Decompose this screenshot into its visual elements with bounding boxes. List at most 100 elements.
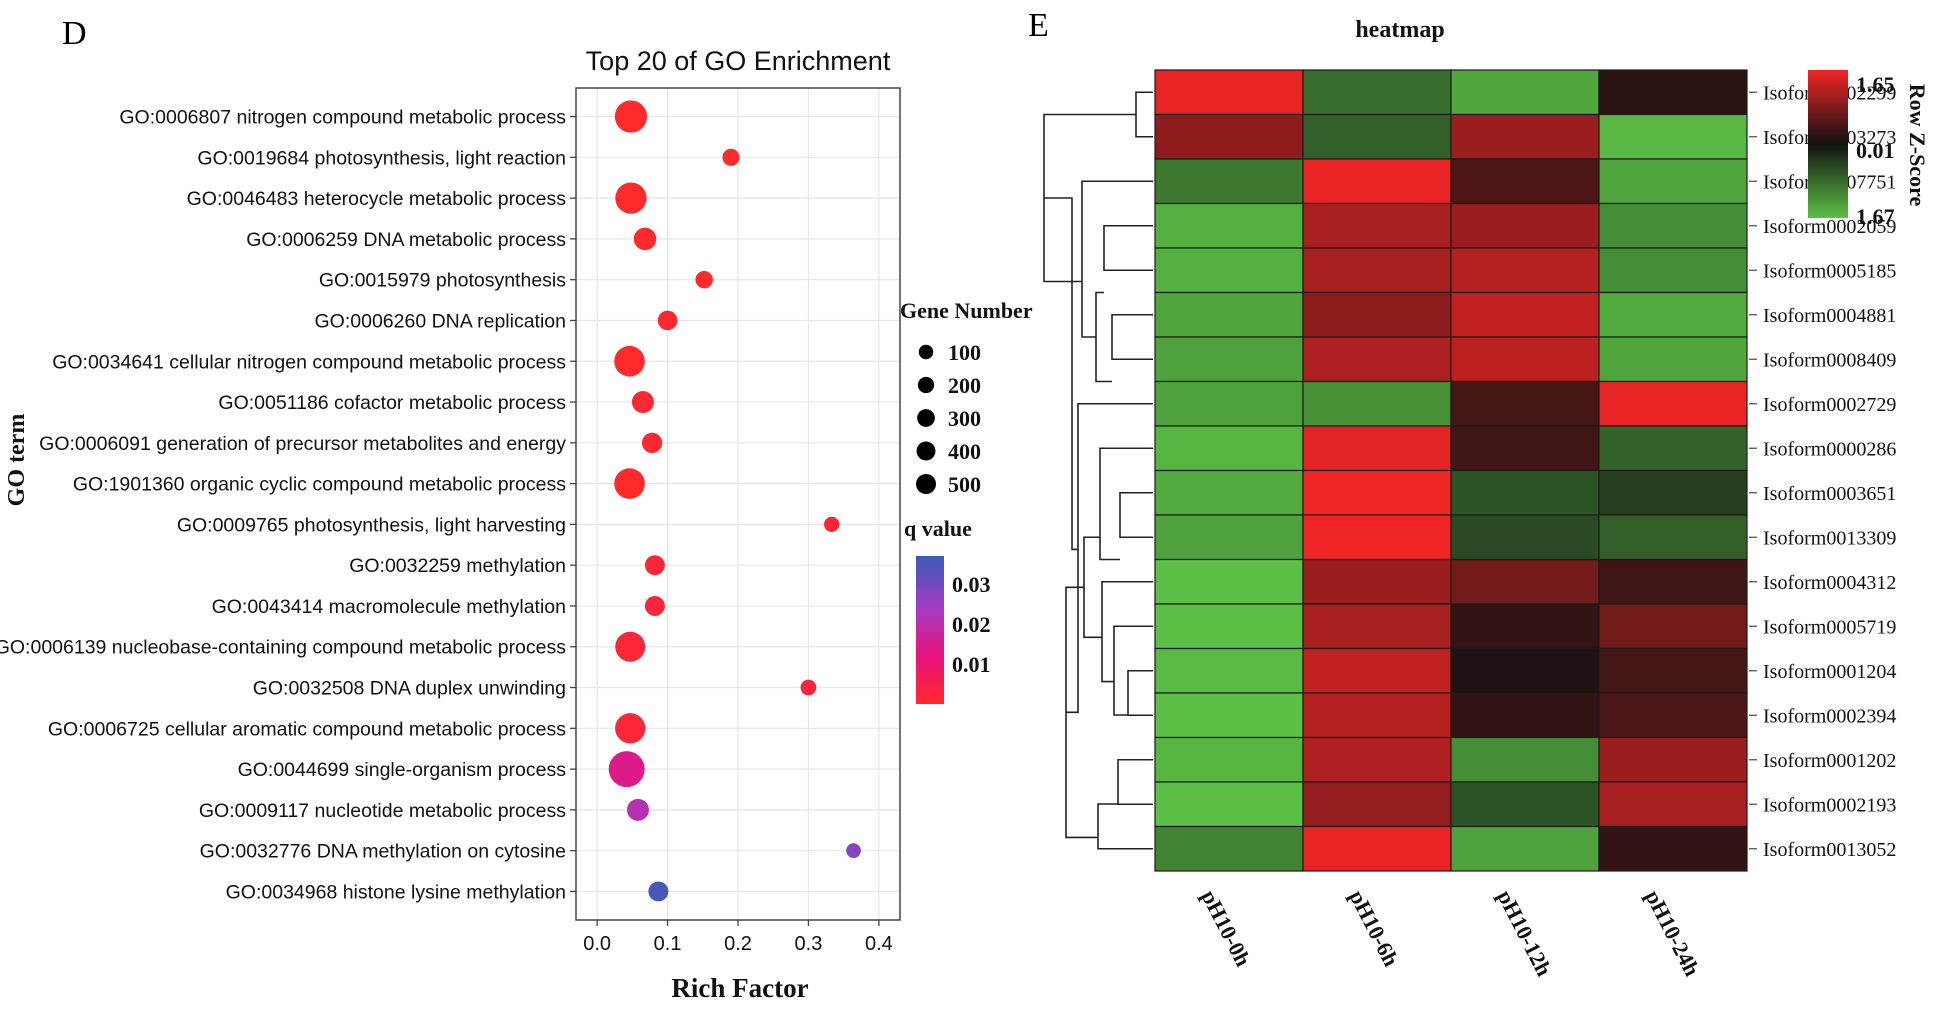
heatmap-cell bbox=[1302, 514, 1452, 561]
heatmap-cell bbox=[1154, 425, 1304, 472]
grid bbox=[576, 88, 900, 920]
heatmap-cell bbox=[1154, 291, 1304, 338]
row-label: Isoform0002059 bbox=[1763, 216, 1896, 238]
dendrogram-branch bbox=[1135, 91, 1153, 138]
heatmap-cell bbox=[1598, 647, 1748, 694]
heatmap-cell bbox=[1450, 291, 1600, 338]
dendrogram-branch bbox=[1066, 402, 1153, 714]
heatmap-cell bbox=[1450, 202, 1600, 249]
color-legend-title: q value bbox=[904, 516, 972, 541]
size-legend-label: 100 bbox=[948, 340, 981, 365]
heatmap-cell bbox=[1154, 247, 1304, 294]
heatmap-cells bbox=[1154, 69, 1748, 872]
size-legend: 100 200 300 400 500 bbox=[916, 340, 981, 497]
row-dendrogram bbox=[1043, 91, 1153, 850]
heatmap-cell bbox=[1450, 514, 1600, 561]
heatmap-panel: E heatmap Isoform0002299Isoform0003273Is… bbox=[1028, 7, 1930, 980]
y-tick-label: GO:0032508 DNA duplex unwinding bbox=[253, 678, 566, 700]
bubble bbox=[626, 798, 649, 821]
size-legend-dot bbox=[918, 344, 934, 360]
heatmap-cell bbox=[1598, 380, 1748, 427]
x-tick-label: 0.2 bbox=[724, 933, 752, 955]
heatmap-cell bbox=[1598, 113, 1748, 160]
z-score-tick-label: 0.01 bbox=[1856, 138, 1895, 163]
bubble bbox=[800, 679, 817, 696]
bubble bbox=[648, 881, 669, 902]
bubble bbox=[615, 631, 646, 662]
heatmap-cell bbox=[1598, 158, 1748, 205]
heatmap-cell bbox=[1302, 692, 1452, 739]
heatmap-cell bbox=[1598, 692, 1748, 739]
heatmap-cell bbox=[1450, 113, 1600, 160]
y-tick-label: GO:0044699 single-organism process bbox=[238, 759, 567, 781]
heatmap-cell bbox=[1598, 469, 1748, 516]
heatmap-cell bbox=[1450, 558, 1600, 605]
row-label: Isoform0013052 bbox=[1763, 839, 1896, 861]
heatmap-cell bbox=[1598, 336, 1748, 383]
heatmap-cell bbox=[1302, 158, 1452, 205]
y-axis: GO:0006807 nitrogen compound metabolic p… bbox=[0, 107, 576, 903]
row-label: Isoform0005719 bbox=[1763, 616, 1896, 638]
row-label: Isoform0005185 bbox=[1763, 260, 1896, 282]
heatmap-cell bbox=[1598, 247, 1748, 294]
heatmap-cell bbox=[1450, 736, 1600, 783]
column-label: pH10-6h bbox=[1345, 886, 1404, 970]
heatmap-cell bbox=[1450, 647, 1600, 694]
y-tick-label: GO:0006259 DNA metabolic process bbox=[246, 229, 566, 251]
column-label: pH10-12h bbox=[1493, 886, 1557, 980]
heatmap-cell bbox=[1302, 291, 1452, 338]
row-label: Isoform0002193 bbox=[1763, 794, 1896, 816]
heatmap-cell bbox=[1302, 647, 1452, 694]
x-tick-label: 0.0 bbox=[583, 933, 611, 955]
heatmap-cell bbox=[1154, 514, 1304, 561]
heatmap-cell bbox=[1302, 603, 1452, 650]
heatmap-cell bbox=[1154, 603, 1304, 650]
q-value-tick-label: 0.01 bbox=[952, 652, 991, 677]
heatmap-cell bbox=[1450, 336, 1600, 383]
heatmap-cell bbox=[1598, 603, 1748, 650]
heatmap-cell bbox=[1450, 425, 1600, 472]
dendrogram-branch bbox=[1044, 197, 1078, 551]
row-labels: Isoform0002299Isoform0003273Isoform00077… bbox=[1749, 82, 1896, 861]
bubble bbox=[615, 713, 646, 744]
y-tick-label: GO:0043414 macromolecule methylation bbox=[212, 596, 566, 618]
heatmap-cell bbox=[1154, 69, 1304, 116]
heatmap-cell bbox=[1598, 69, 1748, 116]
y-tick-label: GO:0006807 nitrogen compound metabolic p… bbox=[119, 107, 566, 129]
heatmap-cell bbox=[1598, 825, 1748, 872]
row-label: Isoform0008409 bbox=[1763, 349, 1896, 371]
heatmap-cell bbox=[1302, 736, 1452, 783]
heatmap-cell bbox=[1598, 202, 1748, 249]
dendrogram-branch bbox=[1101, 580, 1153, 683]
size-legend-dot bbox=[916, 441, 936, 461]
dendrogram-branch bbox=[1095, 291, 1112, 383]
dendrogram-branch bbox=[1097, 803, 1153, 850]
y-axis-title: GO term bbox=[4, 414, 30, 507]
row-label: Isoform0013309 bbox=[1763, 527, 1896, 549]
heatmap-cell bbox=[1450, 692, 1600, 739]
column-labels: pH10-0h pH10-6h pH10-12h pH10-24h bbox=[1197, 886, 1705, 980]
y-tick-label: GO:0032776 DNA methylation on cytosine bbox=[200, 841, 566, 863]
y-tick-label: GO:1901360 organic cyclic compound metab… bbox=[73, 474, 566, 496]
y-tick-label: GO:0051186 cofactor metabolic process bbox=[218, 392, 566, 414]
x-axis: 0.0 0.1 0.2 0.3 0.4 bbox=[583, 920, 893, 955]
heatmap-cell bbox=[1302, 781, 1452, 828]
heatmap-cell bbox=[1302, 247, 1452, 294]
chart-title: Top 20 of GO Enrichment bbox=[586, 46, 891, 76]
heatmap-cell bbox=[1154, 202, 1304, 249]
size-legend-label: 200 bbox=[948, 373, 981, 398]
y-tick-label: GO:0034968 histone lysine methylation bbox=[226, 881, 566, 903]
q-value-tick-label: 0.02 bbox=[952, 612, 991, 637]
x-axis-title: Rich Factor bbox=[671, 973, 808, 1003]
y-tick-label: GO:0009117 nucleotide metabolic process bbox=[199, 800, 566, 822]
y-tick-label: GO:0034641 cellular nitrogen compound me… bbox=[52, 351, 566, 373]
size-legend-label: 400 bbox=[948, 439, 981, 464]
z-score-ticks: 1.65 0.01 1.67 bbox=[1856, 72, 1895, 229]
heatmap-cell bbox=[1302, 69, 1452, 116]
heatmap-cell bbox=[1598, 781, 1748, 828]
bubble bbox=[644, 595, 665, 616]
size-legend-dot bbox=[916, 474, 936, 494]
y-tick-label: GO:0006260 DNA replication bbox=[315, 310, 566, 332]
x-tick-label: 0.3 bbox=[795, 933, 823, 955]
